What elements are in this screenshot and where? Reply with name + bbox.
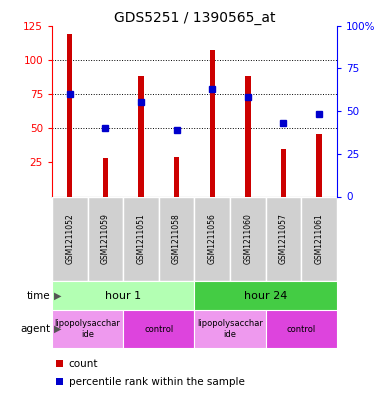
Text: agent: agent	[20, 324, 50, 334]
Text: GSM1211051: GSM1211051	[137, 213, 146, 264]
Title: GDS5251 / 1390565_at: GDS5251 / 1390565_at	[114, 11, 275, 24]
Bar	[123, 310, 194, 348]
Text: GSM1211059: GSM1211059	[101, 213, 110, 264]
Text: ▶: ▶	[54, 324, 61, 334]
Text: time: time	[27, 291, 50, 301]
Bar	[103, 158, 108, 196]
Text: control: control	[287, 325, 316, 334]
Text: percentile rank within the sample: percentile rank within the sample	[69, 377, 244, 387]
Text: GSM1211056: GSM1211056	[208, 213, 217, 264]
Text: ▶: ▶	[54, 291, 61, 301]
Text: lipopolysacchar
ide: lipopolysacchar ide	[197, 320, 263, 339]
Bar	[194, 281, 337, 310]
Text: hour 1: hour 1	[105, 291, 141, 301]
Bar	[316, 134, 322, 196]
Bar	[301, 196, 337, 281]
Bar	[159, 196, 194, 281]
Bar	[194, 196, 230, 281]
Text: GSM1211052: GSM1211052	[65, 213, 74, 264]
Text: lipopolysacchar
ide: lipopolysacchar ide	[55, 320, 121, 339]
Bar	[194, 310, 266, 348]
Text: hour 24: hour 24	[244, 291, 287, 301]
Bar	[88, 196, 123, 281]
Bar	[174, 157, 179, 196]
Bar	[266, 310, 337, 348]
Text: GSM1211057: GSM1211057	[279, 213, 288, 264]
Text: GSM1211060: GSM1211060	[243, 213, 252, 264]
Bar	[230, 196, 266, 281]
Text: GSM1211061: GSM1211061	[315, 213, 323, 264]
Bar	[281, 149, 286, 196]
Text: control: control	[144, 325, 173, 334]
Bar	[266, 196, 301, 281]
Bar	[52, 196, 88, 281]
Bar	[67, 34, 72, 197]
Bar	[138, 76, 144, 196]
Bar	[245, 76, 251, 196]
Bar	[209, 50, 215, 196]
Bar	[123, 196, 159, 281]
Bar	[52, 281, 194, 310]
Text: GSM1211058: GSM1211058	[172, 213, 181, 264]
Text: count: count	[69, 359, 98, 369]
Bar	[52, 310, 123, 348]
